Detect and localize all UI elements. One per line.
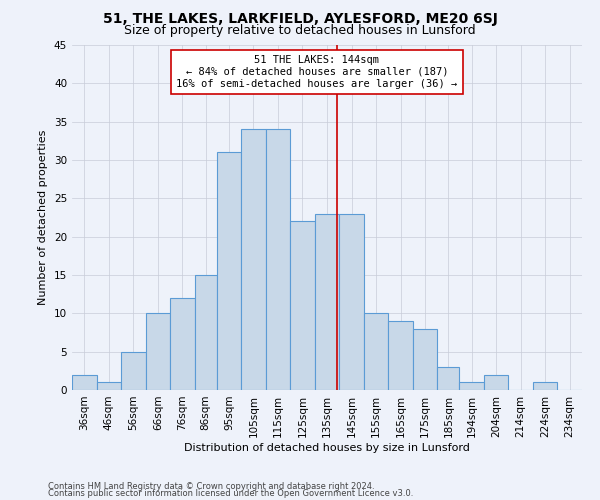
Bar bbox=[194, 275, 217, 390]
Bar bbox=[217, 152, 241, 390]
Bar bbox=[121, 352, 146, 390]
Bar bbox=[339, 214, 364, 390]
Bar bbox=[413, 328, 437, 390]
Bar bbox=[364, 314, 388, 390]
Text: 51 THE LAKES: 144sqm
← 84% of detached houses are smaller (187)
16% of semi-deta: 51 THE LAKES: 144sqm ← 84% of detached h… bbox=[176, 56, 457, 88]
Bar bbox=[241, 130, 266, 390]
Text: Contains HM Land Registry data © Crown copyright and database right 2024.: Contains HM Land Registry data © Crown c… bbox=[48, 482, 374, 491]
Bar bbox=[460, 382, 484, 390]
Bar bbox=[484, 374, 508, 390]
Bar bbox=[72, 374, 97, 390]
Bar bbox=[388, 321, 413, 390]
Bar bbox=[97, 382, 121, 390]
Bar bbox=[266, 130, 290, 390]
Bar bbox=[437, 367, 460, 390]
Text: 51, THE LAKES, LARKFIELD, AYLESFORD, ME20 6SJ: 51, THE LAKES, LARKFIELD, AYLESFORD, ME2… bbox=[103, 12, 497, 26]
Bar bbox=[315, 214, 339, 390]
Bar bbox=[146, 314, 170, 390]
X-axis label: Distribution of detached houses by size in Lunsford: Distribution of detached houses by size … bbox=[184, 442, 470, 452]
Bar bbox=[170, 298, 194, 390]
Text: Contains public sector information licensed under the Open Government Licence v3: Contains public sector information licen… bbox=[48, 489, 413, 498]
Y-axis label: Number of detached properties: Number of detached properties bbox=[38, 130, 49, 305]
Bar bbox=[533, 382, 557, 390]
Bar bbox=[290, 222, 315, 390]
Text: Size of property relative to detached houses in Lunsford: Size of property relative to detached ho… bbox=[124, 24, 476, 37]
